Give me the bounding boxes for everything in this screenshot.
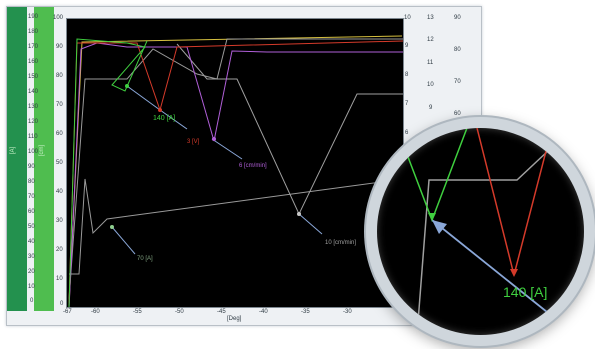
- x-tick--60: -60: [91, 309, 100, 315]
- label-v: 3 [V]: [187, 139, 200, 145]
- y-tick-10: 10: [56, 276, 63, 282]
- marker-white: [297, 212, 301, 216]
- label-current: 140 [A]: [153, 115, 175, 122]
- strip1-unit: [A]: [10, 146, 17, 155]
- zoom-red-line: [476, 128, 553, 276]
- strip2-unit: [cm]: [39, 144, 46, 157]
- label-a: 70 [A]: [137, 256, 153, 262]
- zoom-leader: [431, 219, 568, 329]
- zoom-gray-line: [416, 149, 550, 335]
- x-tick--55: -55: [133, 309, 142, 315]
- x-tick--50: -50: [175, 309, 184, 315]
- ra-10: 10: [404, 15, 411, 21]
- tick-170: 170: [28, 44, 39, 50]
- x-tick--45: -45: [217, 309, 226, 315]
- rb-10: 10: [427, 82, 434, 88]
- rc-70: 70: [454, 79, 461, 85]
- rb-11: 11: [427, 60, 434, 66]
- rb-12: 12: [427, 37, 434, 43]
- rc-80: 80: [454, 47, 461, 53]
- marker-green: [125, 84, 129, 88]
- y-tick-30: 30: [56, 218, 63, 224]
- rb-9: 9: [429, 105, 433, 111]
- marker-purple: [212, 137, 216, 141]
- tick-120: 120: [28, 119, 39, 125]
- zoom-label-current: 140 [A]: [503, 284, 547, 300]
- magnifier-svg: 140 [A]: [396, 128, 568, 335]
- zoom-marker-red: [510, 269, 518, 277]
- rc-90: 90: [454, 15, 461, 21]
- ra-9: 9: [405, 43, 409, 49]
- green-series-line: [68, 38, 148, 308]
- marker-a: [110, 225, 114, 229]
- x-tick--35: -35: [301, 309, 310, 315]
- tick-110: 110: [28, 134, 38, 140]
- gray-series-line-c: [176, 43, 403, 216]
- tick-150: 150: [28, 74, 39, 80]
- x-tick--40: -40: [259, 309, 268, 315]
- tick-180: 180: [28, 29, 39, 35]
- x-axis-unit: [Deg]: [227, 316, 242, 322]
- tick-50: 50: [28, 224, 35, 230]
- x-tick--67: -67: [63, 309, 72, 315]
- tick-90: 90: [28, 164, 35, 170]
- tick-60: 60: [28, 209, 35, 215]
- plot-svg: 140 [A] 3 [V] 6 [cm/min] 10 [cm/min] 70 …: [68, 35, 404, 310]
- zoom-marker-green: [428, 213, 436, 221]
- red-series-line: [68, 40, 404, 305]
- tick-40: 40: [28, 239, 35, 245]
- rb-13: 13: [427, 15, 434, 21]
- y-tick-70: 70: [56, 102, 63, 108]
- label-speed: 6 [cm/min]: [239, 163, 267, 169]
- ra-7: 7: [405, 101, 409, 107]
- y-tick-100: 100: [53, 15, 64, 21]
- current-axis-strip: [A]: [7, 7, 27, 311]
- gray-series-line-b: [68, 38, 403, 300]
- plot-area[interactable]: 140 [A] 3 [V] 6 [cm/min] 10 [cm/min] 70 …: [66, 18, 404, 310]
- tick-70: 70: [28, 194, 35, 200]
- tick-130: 130: [28, 104, 39, 110]
- tick-80: 80: [28, 179, 35, 185]
- leader-purple: [211, 138, 243, 160]
- secondary-axis-strip: [cm]: [34, 7, 54, 311]
- magnifier-lens: 140 [A]: [377, 128, 584, 335]
- x-tick--30: -30: [343, 309, 352, 315]
- tick-190: 190: [28, 14, 39, 20]
- y-tick-80: 80: [56, 73, 63, 79]
- marker-red: [158, 108, 162, 112]
- y-tick-0: 0: [60, 301, 64, 307]
- tick-100: 100: [28, 149, 39, 155]
- ra-8: 8: [405, 72, 409, 78]
- ra-6: 6: [405, 130, 409, 136]
- leader-green: [126, 85, 161, 111]
- y-tick-20: 20: [56, 247, 63, 253]
- y-tick-40: 40: [56, 189, 63, 195]
- tick-30: 30: [28, 254, 35, 260]
- leader-a: [111, 226, 136, 255]
- tick-0: 0: [30, 298, 34, 304]
- label-wire: 10 [cm/min]: [325, 240, 356, 246]
- tick-140: 140: [28, 89, 39, 95]
- tick-10: 10: [28, 284, 35, 290]
- y-tick-50: 50: [56, 160, 63, 166]
- gray-series-line-a: [69, 178, 404, 275]
- tick-160: 160: [28, 59, 39, 65]
- purple-series-line: [68, 42, 403, 310]
- y-tick-60: 60: [56, 131, 63, 137]
- rc-60: 60: [454, 111, 461, 117]
- leader-red: [159, 109, 188, 130]
- zoom-arrowhead: [432, 220, 447, 234]
- y-tick-90: 90: [56, 44, 63, 50]
- tick-20: 20: [28, 269, 35, 275]
- leader-white: [298, 213, 323, 235]
